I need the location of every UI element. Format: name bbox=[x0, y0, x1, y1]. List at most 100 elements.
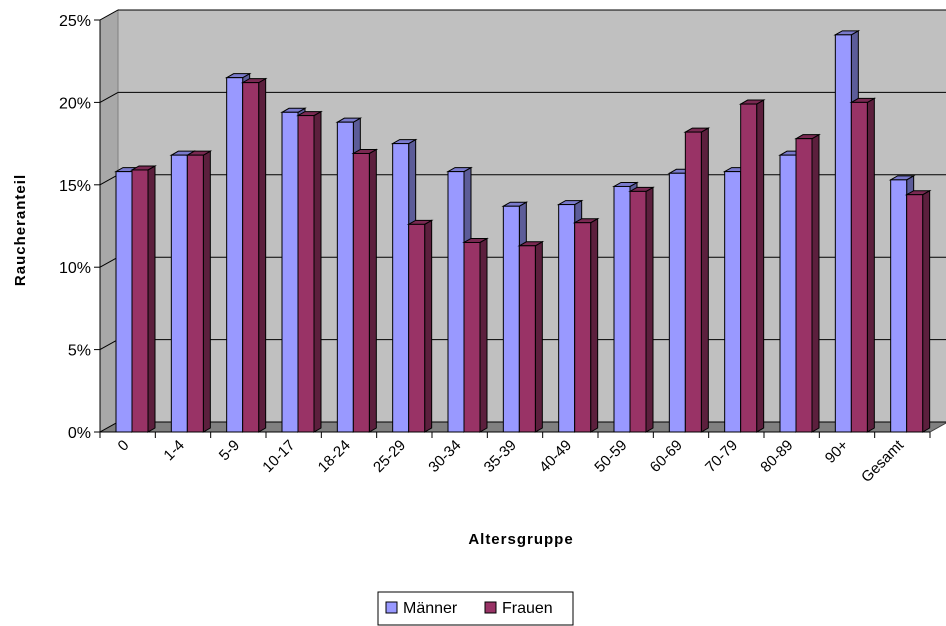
y-axis-title: Raucheranteil bbox=[12, 174, 29, 286]
bar-front bbox=[906, 194, 924, 433]
bar-front bbox=[226, 77, 244, 433]
gridline-side bbox=[99, 9, 119, 21]
bar-front bbox=[131, 169, 149, 433]
bar-front bbox=[242, 82, 260, 433]
bar bbox=[406, 219, 434, 433]
y-tick-label: 15% bbox=[59, 178, 91, 195]
bar-side bbox=[147, 165, 156, 433]
bar-front bbox=[890, 179, 908, 433]
y-tick-label: 0% bbox=[68, 425, 91, 442]
bar bbox=[904, 189, 932, 433]
bar-side bbox=[700, 127, 709, 433]
gridline-side bbox=[99, 339, 119, 351]
bar-front bbox=[834, 34, 852, 433]
bar-side bbox=[922, 189, 931, 433]
x-tick-label: 1-4 bbox=[160, 437, 187, 464]
axes bbox=[94, 19, 931, 438]
legend-swatch-frauen bbox=[484, 601, 497, 614]
gridline-side bbox=[99, 91, 119, 103]
legend-label-frauen: Frauen bbox=[502, 600, 553, 617]
x-tick-label: 80-89 bbox=[757, 437, 796, 476]
bar bbox=[351, 148, 379, 433]
x-tick-label: 5-9 bbox=[216, 437, 243, 464]
y-tick-label: 20% bbox=[59, 95, 91, 112]
bar-front bbox=[447, 171, 465, 433]
bar-front bbox=[574, 222, 592, 433]
x-tick-label: 70-79 bbox=[702, 437, 741, 476]
legend-swatch-maenner bbox=[385, 601, 398, 614]
bar-front bbox=[613, 185, 631, 433]
bar-side bbox=[756, 99, 765, 433]
y-tick-labels: 0% 5% 10% 15% 20% 25% bbox=[59, 13, 91, 442]
bar-side bbox=[368, 148, 377, 433]
bar-front bbox=[740, 103, 758, 433]
x-tick-label: 30-34 bbox=[425, 437, 464, 476]
bar-front bbox=[281, 111, 299, 433]
bar bbox=[628, 186, 655, 433]
bar-front bbox=[297, 115, 315, 433]
side-wall bbox=[99, 9, 119, 433]
legend-frame bbox=[377, 591, 574, 626]
bar bbox=[683, 127, 711, 433]
bar-front bbox=[558, 204, 576, 433]
bar-side bbox=[534, 240, 543, 433]
gridline-side bbox=[99, 421, 119, 433]
bar bbox=[185, 150, 213, 433]
y-tick-label: 5% bbox=[68, 343, 91, 360]
bar-front bbox=[352, 152, 370, 433]
bar-side bbox=[202, 150, 211, 433]
bar-front bbox=[668, 172, 686, 433]
legend-label-maenner: Männer bbox=[403, 600, 458, 617]
x-tick-label: 18-24 bbox=[315, 437, 354, 476]
bar-side bbox=[866, 97, 875, 433]
bar-side bbox=[645, 186, 654, 433]
x-axis-title: Altersgruppe bbox=[468, 531, 573, 548]
x-tick-label: 35-39 bbox=[481, 437, 520, 476]
bar-front bbox=[170, 154, 188, 433]
bar-side bbox=[424, 219, 433, 433]
x-tick-label: 50-59 bbox=[591, 437, 630, 476]
y-tick-label: 25% bbox=[59, 13, 91, 30]
bar-front bbox=[850, 101, 868, 433]
x-tick-label: 60-69 bbox=[647, 437, 686, 476]
bar-front bbox=[408, 223, 426, 433]
bar bbox=[240, 77, 268, 433]
bar-front bbox=[392, 143, 410, 433]
bar bbox=[738, 99, 766, 433]
bar-front bbox=[336, 121, 354, 433]
x-tick-label: 0 bbox=[115, 437, 133, 455]
bar bbox=[517, 240, 545, 433]
bar-side bbox=[313, 110, 322, 433]
x-tick-label: 10-17 bbox=[259, 437, 298, 476]
bar-front bbox=[115, 171, 133, 433]
bar-front bbox=[518, 245, 536, 433]
bar bbox=[849, 97, 877, 433]
gridline-side bbox=[99, 174, 119, 186]
bar bbox=[462, 237, 489, 433]
x-tick-label: 25-29 bbox=[370, 437, 409, 476]
bar-side bbox=[811, 133, 820, 433]
bar-front bbox=[724, 171, 742, 433]
bar bbox=[572, 217, 600, 433]
bar-front bbox=[684, 131, 702, 433]
bar-front bbox=[186, 154, 204, 433]
bar bbox=[130, 165, 157, 433]
x-tick-label: 90+ bbox=[822, 437, 852, 467]
legend: Männer Frauen bbox=[377, 591, 574, 626]
x-tick-label: Gesamt bbox=[858, 436, 908, 486]
bars bbox=[114, 29, 932, 433]
bar-front bbox=[779, 154, 797, 433]
bar-front bbox=[795, 138, 813, 433]
bar-front bbox=[629, 190, 647, 433]
gridline-side bbox=[99, 256, 119, 268]
bar-side bbox=[258, 77, 267, 433]
x-tick-labels: 0 1-4 5-9 10-17 18-24 25-29 30-34 35-39 … bbox=[115, 436, 908, 486]
bar-front bbox=[502, 205, 520, 433]
y-tick-label: 10% bbox=[59, 260, 91, 277]
bar bbox=[794, 133, 821, 433]
bar-side bbox=[590, 217, 599, 433]
bar-side bbox=[479, 237, 488, 433]
x-tick-label: 40-49 bbox=[536, 437, 575, 476]
bar-front bbox=[463, 241, 481, 433]
